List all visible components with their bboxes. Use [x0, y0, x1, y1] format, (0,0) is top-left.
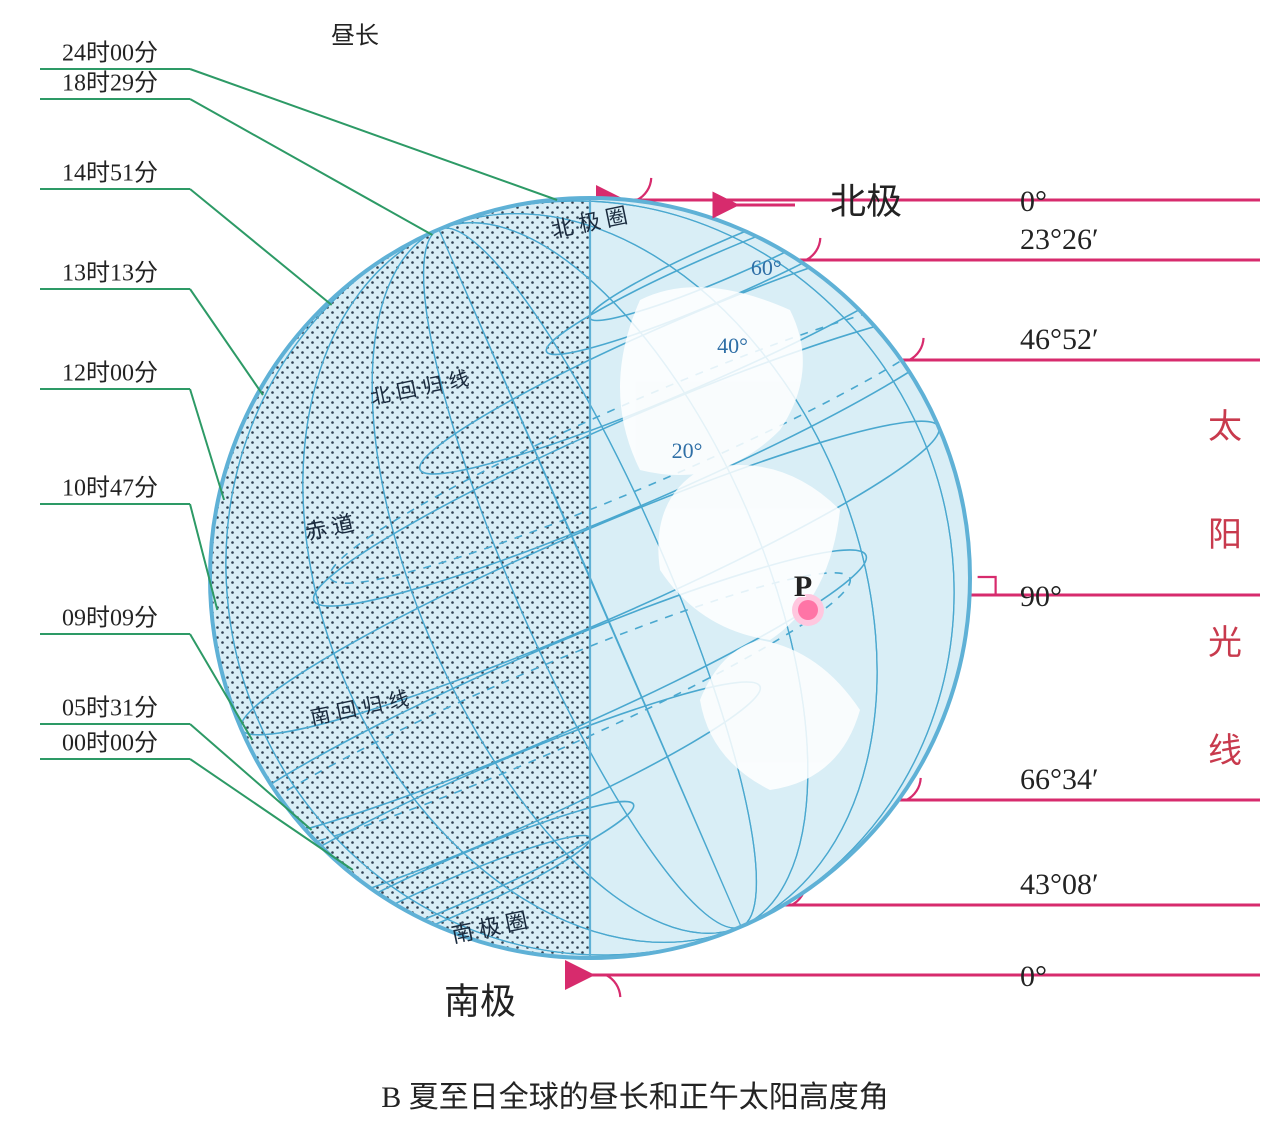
- angle-label: 66°34′: [1020, 763, 1099, 796]
- day-length-label: 00时00分: [62, 730, 158, 757]
- day-length-label: 12时00分: [62, 360, 158, 387]
- sun-ray-char: 光: [1208, 624, 1242, 662]
- angle-label: 23°26′: [1020, 223, 1099, 256]
- day-length-label: 24时00分: [62, 40, 158, 67]
- day-length-label: 05时31分: [62, 695, 158, 722]
- figure-caption: B 夏至日全球的昼长和正午太阳高度角: [381, 1081, 889, 1114]
- angle-label: 43°08′: [1020, 868, 1099, 901]
- angle-label: 0°: [1020, 185, 1047, 218]
- day-length-label: 14时51分: [62, 160, 158, 187]
- angle-label: 46°52′: [1020, 323, 1099, 356]
- lat-value: 20°: [672, 438, 703, 463]
- sun-ray-char: 阳: [1208, 517, 1242, 554]
- day-length-label: 18时29分: [62, 70, 158, 97]
- day-length-label: 10时47分: [62, 475, 158, 502]
- diagram-svg: 0° 23°26′ 46°52′ 90° 66°34′ 43°08′ 0° 20° 40° 60°…: [0, 0, 1270, 1142]
- south-pole-label: 南极: [444, 981, 516, 1021]
- point-p-label: P: [794, 570, 812, 603]
- day-length-label: 13时13分: [62, 260, 158, 287]
- diagram-stage: 0° 23°26′ 46°52′ 90° 66°34′ 43°08′ 0° 20° 40° 60°…: [0, 0, 1270, 1142]
- day-length-label: 09时09分: [62, 605, 158, 632]
- north-pole-label: 北极: [830, 181, 902, 221]
- angle-label: 90°: [1020, 580, 1062, 613]
- sun-ray-char: 太: [1208, 408, 1242, 446]
- lat-value: 60°: [751, 255, 782, 280]
- angle-label: 0°: [1020, 960, 1047, 993]
- sun-ray-char: 线: [1208, 732, 1242, 770]
- lat-value: 40°: [717, 333, 748, 358]
- day-length-header: 昼长: [331, 23, 379, 50]
